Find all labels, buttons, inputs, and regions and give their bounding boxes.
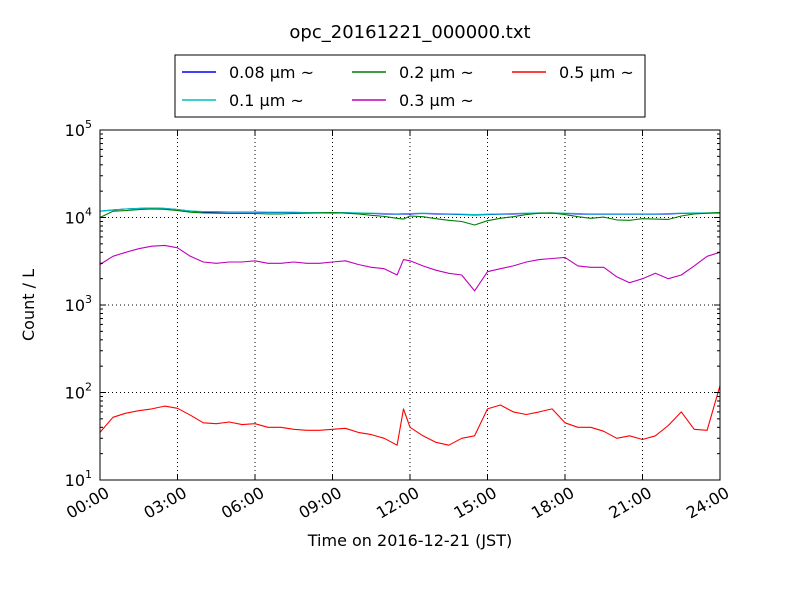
y-tick-labels: 101 102 103 104 105 [65,118,92,490]
legend-label: 0.1 μm ~ [229,91,304,110]
y-tick-label: 104 [65,206,92,228]
plot-lines [99,207,721,446]
legend: 0.08 μm ~ 0.1 μm ~ 0.2 μm ~ 0.3 μm ~ 0.5 μm … [174,54,646,118]
x-tick-label: 18:00 [528,483,577,523]
x-tick-label: 06:00 [218,483,267,523]
y-axis-label: Count / L [19,269,38,341]
x-tick-label: 21:00 [605,483,654,523]
x-tick-label: 24:00 [683,483,732,523]
y-tick-label: 102 [65,381,92,403]
legend-label: 0.3 μm ~ [399,91,474,110]
x-tick-label: 12:00 [373,483,422,523]
x-axis-label: Time on 2016-12-21 (JST) [307,531,512,550]
y-tick-label: 101 [65,468,92,490]
legend-frame [174,54,646,118]
series-line-4 [99,385,721,446]
series-line-1 [99,207,721,216]
series-line-3 [99,244,721,292]
grid [100,130,720,480]
legend-label: 0.5 μm ~ [559,63,634,82]
chart-title: opc_20161221_000000.txt [289,22,530,43]
series-line-2 [99,208,721,226]
legend-label: 0.08 μm ~ [229,63,314,82]
y-tick-label: 105 [65,118,92,140]
x-tick-label: 15:00 [450,483,499,523]
x-tick-label: 03:00 [140,483,189,523]
x-tick-label: 09:00 [295,483,344,523]
y-tick-label: 103 [65,293,92,315]
x-tick-labels: 00:00 03:00 06:00 09:00 12:00 15:00 18:00 21:00… [63,483,732,523]
legend-label: 0.2 μm ~ [399,63,474,82]
ticks [99,129,721,481]
